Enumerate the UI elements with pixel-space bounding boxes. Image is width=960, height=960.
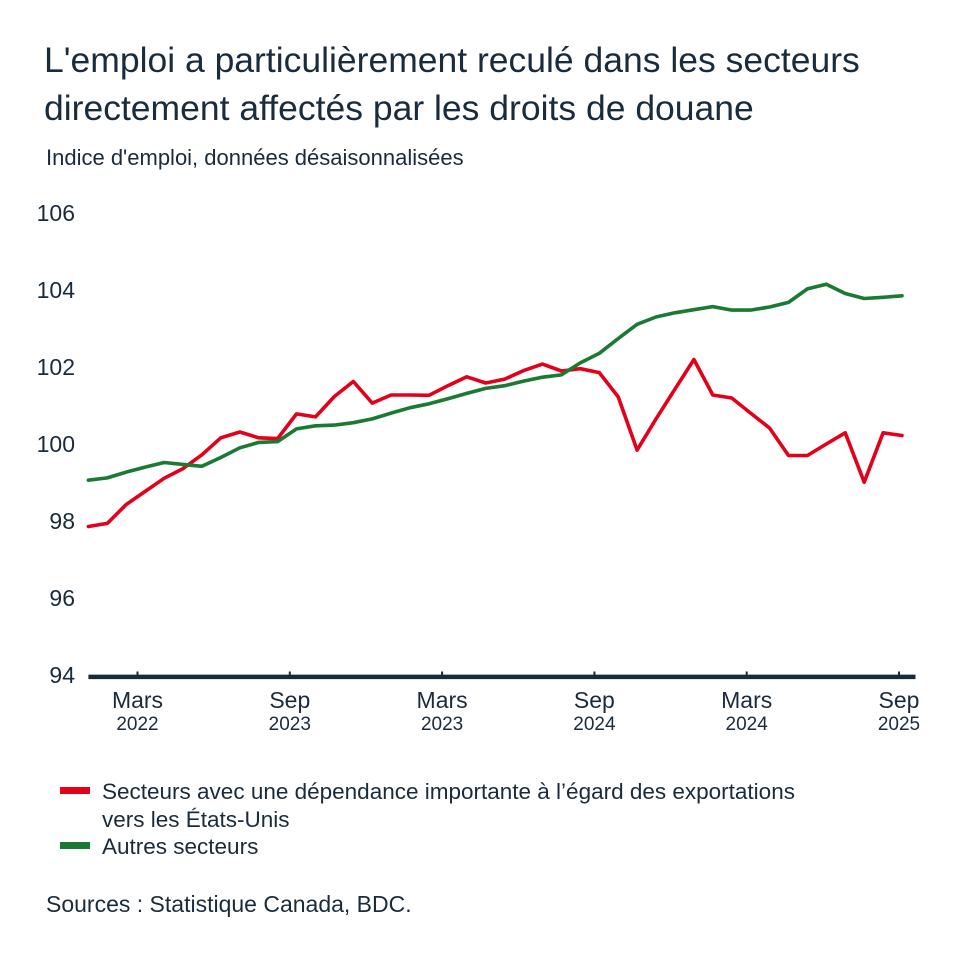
svg-text:102: 102	[37, 354, 75, 380]
svg-text:2025: 2025	[878, 714, 920, 735]
svg-text:Sep: Sep	[574, 687, 615, 713]
svg-text:2024: 2024	[573, 714, 616, 735]
svg-text:96: 96	[49, 585, 75, 611]
svg-text:Mars: Mars	[721, 687, 772, 713]
svg-text:2024: 2024	[726, 714, 769, 735]
svg-text:104: 104	[37, 277, 76, 303]
svg-text:Sep: Sep	[879, 687, 920, 713]
svg-text:Mars: Mars	[112, 687, 163, 713]
svg-text:94: 94	[49, 662, 75, 688]
svg-text:106: 106	[37, 200, 75, 226]
svg-text:2023: 2023	[269, 714, 311, 735]
svg-text:98: 98	[49, 508, 75, 534]
svg-text:Sep: Sep	[269, 687, 310, 713]
svg-text:2023: 2023	[421, 714, 463, 735]
svg-text:100: 100	[37, 431, 75, 457]
svg-text:Mars: Mars	[417, 687, 468, 713]
svg-text:2022: 2022	[116, 714, 158, 735]
